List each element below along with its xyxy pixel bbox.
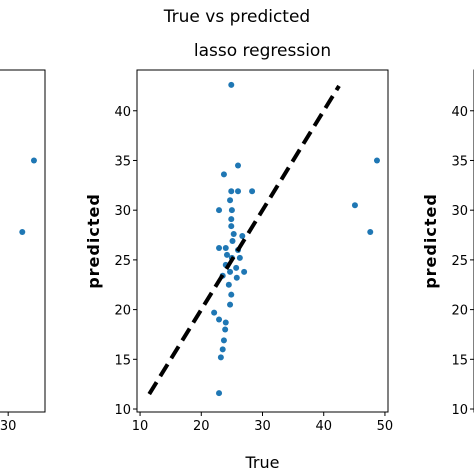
y-tick-label: 10 (451, 403, 468, 418)
x-axis-label: True (245, 453, 280, 472)
data-point (228, 207, 235, 214)
data-point (236, 254, 243, 261)
y-tick-label: 35 (114, 154, 131, 169)
data-point (351, 202, 358, 209)
y-tick-label: 40 (114, 105, 131, 120)
data-point (228, 216, 235, 223)
x-tick-label: 50 (377, 419, 394, 434)
data-point (239, 233, 246, 240)
data-point (228, 81, 235, 88)
x-tick-label: 10 (132, 419, 149, 434)
data-point (217, 354, 224, 361)
y-tick-label: 15 (451, 353, 468, 368)
axes-frame (136, 69, 389, 413)
data-point (228, 291, 235, 298)
data-point (220, 171, 227, 178)
data-point (235, 162, 242, 169)
figure-title: True vs predicted (163, 7, 310, 27)
data-point (230, 231, 237, 238)
data-point (222, 326, 229, 333)
data-point (373, 157, 380, 164)
data-point (229, 238, 236, 244)
y-tick-label: 20 (451, 304, 468, 319)
data-point (225, 281, 232, 288)
data-point (30, 157, 37, 164)
data-point (227, 301, 234, 308)
data-point (223, 251, 230, 258)
data-point (222, 244, 229, 251)
data-point (367, 229, 374, 236)
reference-line (147, 84, 341, 396)
data-point (216, 390, 223, 397)
data-point (228, 188, 235, 195)
x-tick-label: 40 (315, 419, 332, 434)
y-tick-label: 30 (114, 204, 131, 219)
x-tick-label: 20 (193, 419, 210, 434)
y-tick-label: 35 (451, 154, 468, 169)
y-tick-label: 10 (114, 403, 131, 418)
x-tick-label: 30 (0, 419, 16, 434)
x-tick-label: 30 (254, 419, 271, 434)
y-tick-label: 20 (114, 304, 131, 319)
data-point (19, 229, 26, 236)
y-tick-label: 25 (451, 254, 468, 269)
data-point (227, 268, 234, 275)
data-point (211, 309, 218, 316)
data-point (249, 188, 256, 195)
data-point (241, 268, 248, 275)
y-axis-label: predicted (84, 193, 103, 289)
data-point (219, 346, 226, 353)
data-point (228, 223, 235, 230)
data-point (227, 197, 234, 204)
data-point (233, 274, 240, 281)
data-point (222, 319, 229, 326)
axes-title: lasso regression (194, 41, 331, 61)
y-axis-label: predicted (421, 193, 440, 289)
y-tick-label: 30 (451, 204, 468, 219)
data-point (216, 244, 223, 251)
data-point (216, 207, 223, 214)
y-tick-label: 15 (114, 353, 131, 368)
data-point (220, 337, 227, 344)
data-point (233, 264, 240, 271)
y-tick-label: 40 (451, 105, 468, 120)
data-point (216, 316, 223, 323)
y-tick-label: 25 (114, 254, 131, 269)
data-point (235, 188, 242, 195)
axes-frame (0, 69, 46, 413)
